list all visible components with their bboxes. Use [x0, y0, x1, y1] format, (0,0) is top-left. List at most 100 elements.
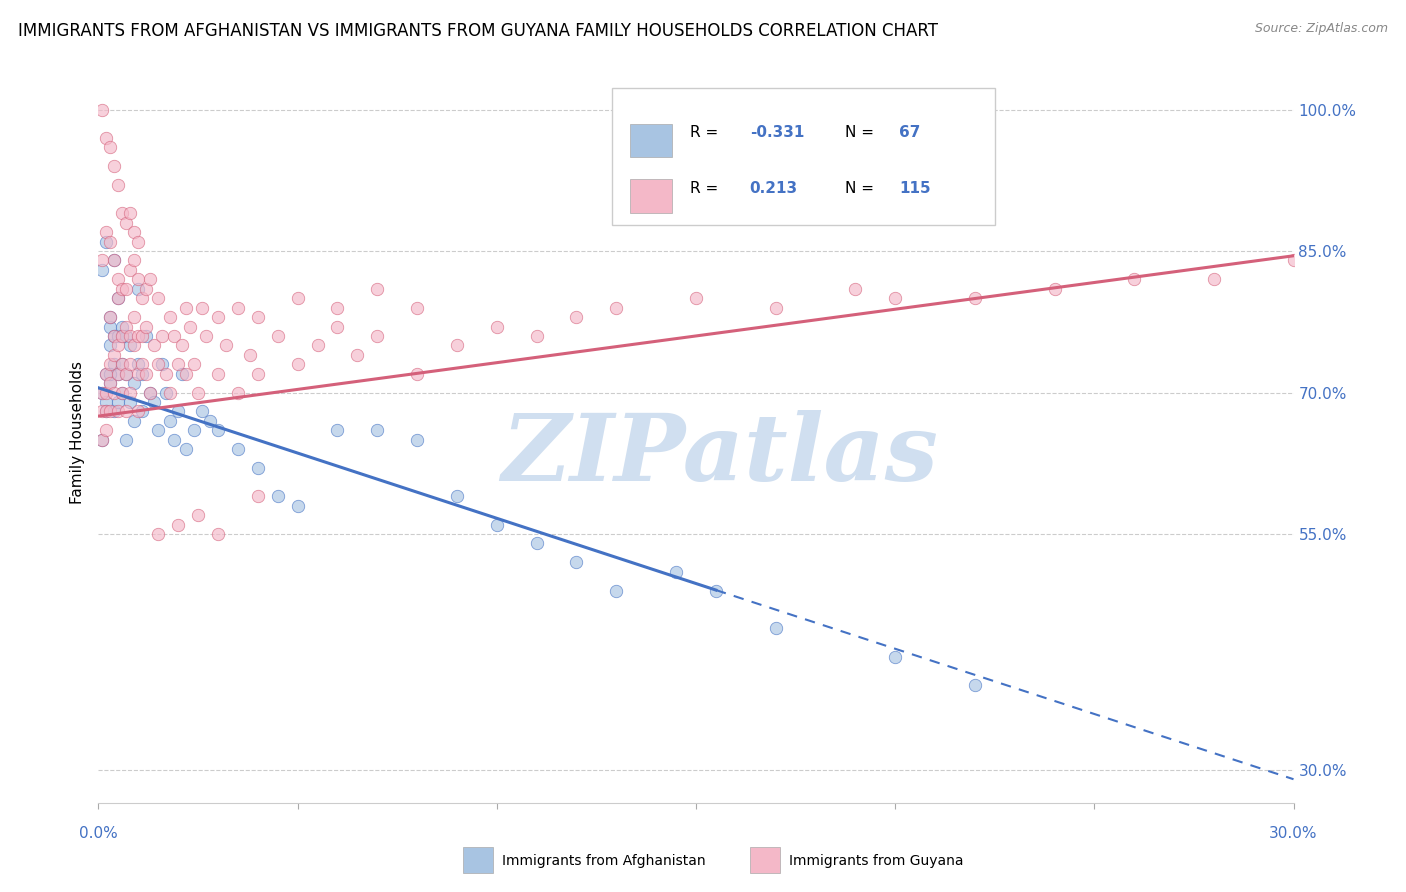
Point	[96, 404, 118, 418]
Point	[198, 414, 221, 428]
Point	[127, 404, 149, 418]
Point	[98, 338, 122, 352]
Point	[565, 555, 588, 569]
Point	[685, 291, 707, 305]
Bar	[630, 124, 672, 157]
Point	[115, 433, 138, 447]
Point	[267, 489, 290, 503]
Point	[163, 433, 186, 447]
Bar	[463, 847, 494, 873]
Point	[127, 367, 149, 381]
Point	[131, 291, 153, 305]
Point	[111, 357, 134, 371]
Point	[267, 329, 290, 343]
Point	[174, 442, 197, 457]
Point	[91, 263, 114, 277]
Point	[107, 272, 129, 286]
Text: ZIPatlas: ZIPatlas	[502, 409, 938, 500]
Point	[124, 376, 146, 390]
Text: 67: 67	[900, 125, 921, 140]
Point	[485, 517, 508, 532]
Point	[179, 319, 201, 334]
Point	[103, 348, 125, 362]
Point	[111, 329, 134, 343]
Point	[143, 395, 166, 409]
Point	[131, 367, 153, 381]
Point	[98, 140, 122, 154]
Point	[143, 338, 166, 352]
Point	[226, 385, 249, 400]
Point	[665, 565, 688, 579]
Point	[226, 301, 249, 315]
Point	[96, 367, 118, 381]
Point	[124, 310, 146, 324]
Text: 30.0%: 30.0%	[1270, 826, 1317, 841]
Point	[150, 357, 173, 371]
Point	[163, 329, 186, 343]
Point	[526, 536, 548, 550]
Point	[127, 235, 149, 249]
Point	[246, 489, 269, 503]
Point	[120, 357, 142, 371]
Point	[120, 338, 142, 352]
Point	[605, 301, 627, 315]
Point	[159, 385, 181, 400]
Point	[406, 301, 429, 315]
Point	[131, 404, 153, 418]
Point	[704, 583, 727, 598]
Point	[107, 329, 129, 343]
Point	[127, 357, 149, 371]
Point	[565, 310, 588, 324]
Point	[1043, 282, 1066, 296]
Point	[103, 253, 125, 268]
Point	[115, 282, 138, 296]
Point	[139, 385, 162, 400]
Point	[115, 367, 138, 381]
Point	[366, 423, 388, 437]
Point	[96, 385, 118, 400]
Point	[605, 583, 627, 598]
Point	[103, 159, 125, 173]
Point	[148, 291, 170, 305]
Point	[135, 367, 157, 381]
Point	[103, 404, 125, 418]
Text: 0.213: 0.213	[749, 181, 797, 196]
Point	[366, 329, 388, 343]
Point	[124, 338, 146, 352]
Point	[187, 508, 209, 523]
Point	[98, 310, 122, 324]
Point	[207, 423, 229, 437]
Point	[111, 206, 134, 220]
Point	[115, 329, 138, 343]
Point	[207, 527, 229, 541]
Point	[98, 367, 122, 381]
Point	[174, 301, 197, 315]
Point	[111, 357, 134, 371]
Point	[226, 442, 249, 457]
Point	[187, 385, 209, 400]
Point	[446, 489, 468, 503]
Text: Immigrants from Afghanistan: Immigrants from Afghanistan	[502, 854, 706, 868]
Point	[326, 423, 349, 437]
Point	[107, 367, 129, 381]
Point	[172, 338, 194, 352]
Point	[103, 253, 125, 268]
Point	[96, 225, 118, 239]
Point	[120, 385, 142, 400]
Point	[96, 395, 118, 409]
Text: 0.0%: 0.0%	[79, 826, 118, 841]
Point	[107, 404, 129, 418]
Point	[135, 319, 157, 334]
Point	[215, 338, 238, 352]
Point	[115, 367, 138, 381]
Point	[124, 414, 146, 428]
Point	[183, 423, 205, 437]
Text: R =: R =	[690, 181, 723, 196]
Point	[485, 319, 508, 334]
Point	[111, 282, 134, 296]
Point	[191, 404, 214, 418]
Point	[406, 433, 429, 447]
Point	[326, 301, 349, 315]
Point	[131, 357, 153, 371]
Point	[148, 357, 170, 371]
